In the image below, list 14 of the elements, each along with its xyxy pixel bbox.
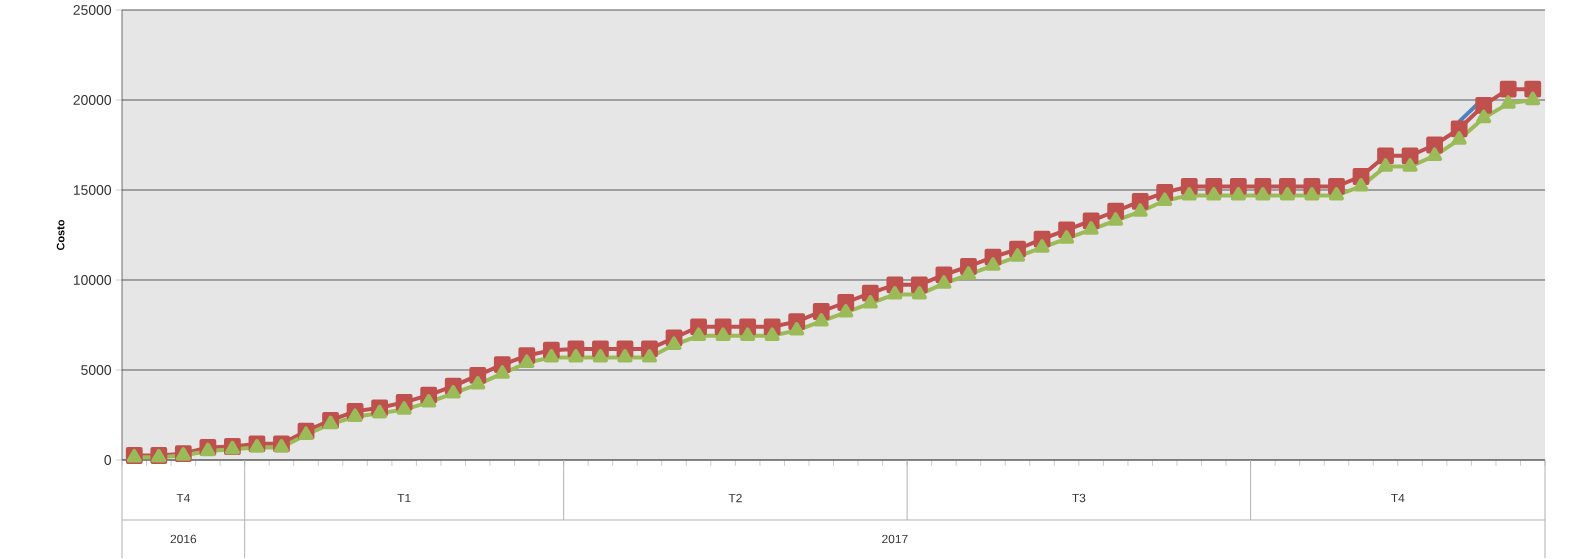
y-axis-title: Costo xyxy=(56,219,65,251)
text: T4 xyxy=(176,493,190,503)
y-tick-label: 25000 xyxy=(73,5,112,15)
text: 2017 xyxy=(882,534,908,544)
text: T1 xyxy=(397,493,411,503)
y-tick-label: 15000 xyxy=(73,185,112,195)
y-tick-label: 5000 xyxy=(81,365,112,375)
y-tick-label: 0 xyxy=(104,455,112,465)
y-tick-label: 10000 xyxy=(73,275,112,285)
y-tick-label: 20000 xyxy=(73,95,112,105)
text: 2016 xyxy=(170,534,197,544)
text: T4 xyxy=(1391,493,1405,503)
text: T2 xyxy=(728,493,742,503)
text: T3 xyxy=(1072,493,1086,503)
